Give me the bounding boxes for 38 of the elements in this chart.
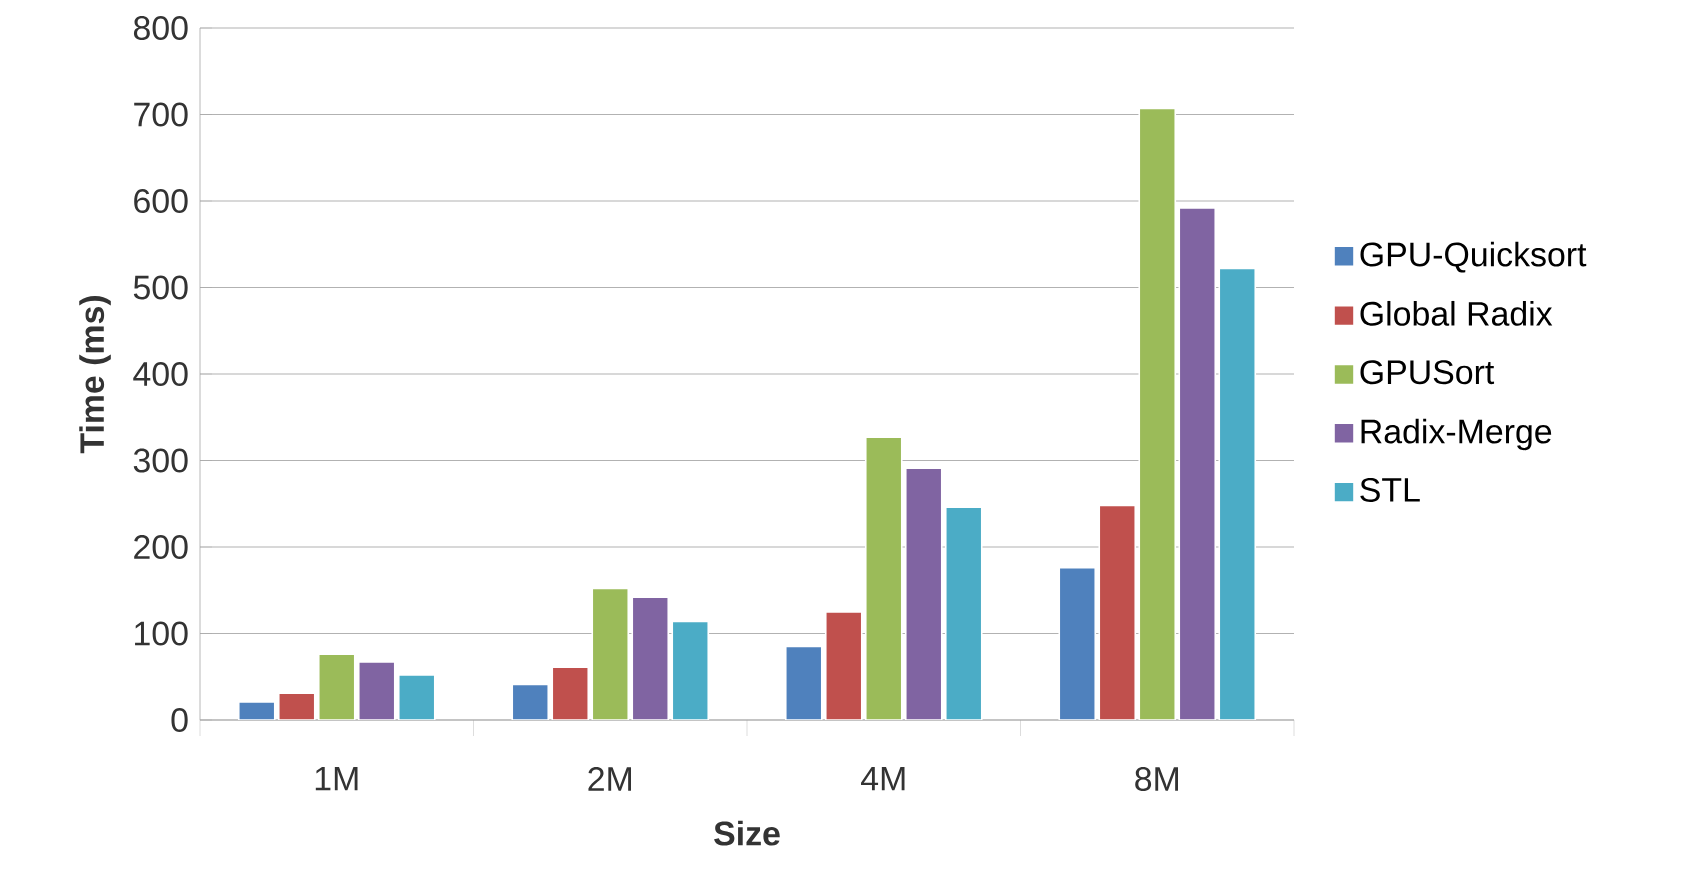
x-tick-label: 2M <box>588 767 631 791</box>
legend-label: Radix-Merge <box>1361 418 1552 451</box>
x-tick-label: 1M <box>315 767 358 791</box>
bar <box>317 653 356 720</box>
bar <box>1218 267 1257 720</box>
x-tick-label: 4M <box>861 767 905 791</box>
bar <box>1138 107 1177 720</box>
y-axis-title: Time (ms) <box>79 296 111 454</box>
legend-label: GPUSort <box>1360 360 1495 385</box>
y-tick-label: 400 <box>133 362 188 387</box>
bar <box>591 587 630 720</box>
bar <box>1098 504 1137 720</box>
y-tick-label: 700 <box>134 102 188 127</box>
legend-label: STL <box>1360 477 1420 502</box>
y-tick-label: 300 <box>133 448 188 473</box>
bar <box>397 674 436 720</box>
x-axis-title: Size <box>714 820 780 846</box>
y-tick-label: 100 <box>135 621 188 646</box>
y-tick-label: 600 <box>134 189 188 214</box>
legend-label: GPU-Quicksort <box>1360 241 1587 273</box>
y-tick-label: 0 <box>171 708 188 732</box>
bar <box>551 666 590 720</box>
bar <box>824 611 863 720</box>
bar <box>671 620 710 720</box>
bar <box>631 596 670 720</box>
bar <box>357 661 396 720</box>
bar <box>1178 207 1217 720</box>
x-tick-label: 8M <box>1135 767 1178 792</box>
y-tick-label: 200 <box>134 535 188 559</box>
bar <box>864 436 903 720</box>
bar <box>1058 566 1097 720</box>
bar <box>784 645 823 720</box>
y-tick-label: 800 <box>133 16 188 41</box>
y-tick-label: 500 <box>133 275 188 300</box>
legend-label: Global Radix <box>1360 300 1553 326</box>
bar <box>511 683 550 720</box>
bar <box>904 467 943 720</box>
bar <box>944 506 983 720</box>
